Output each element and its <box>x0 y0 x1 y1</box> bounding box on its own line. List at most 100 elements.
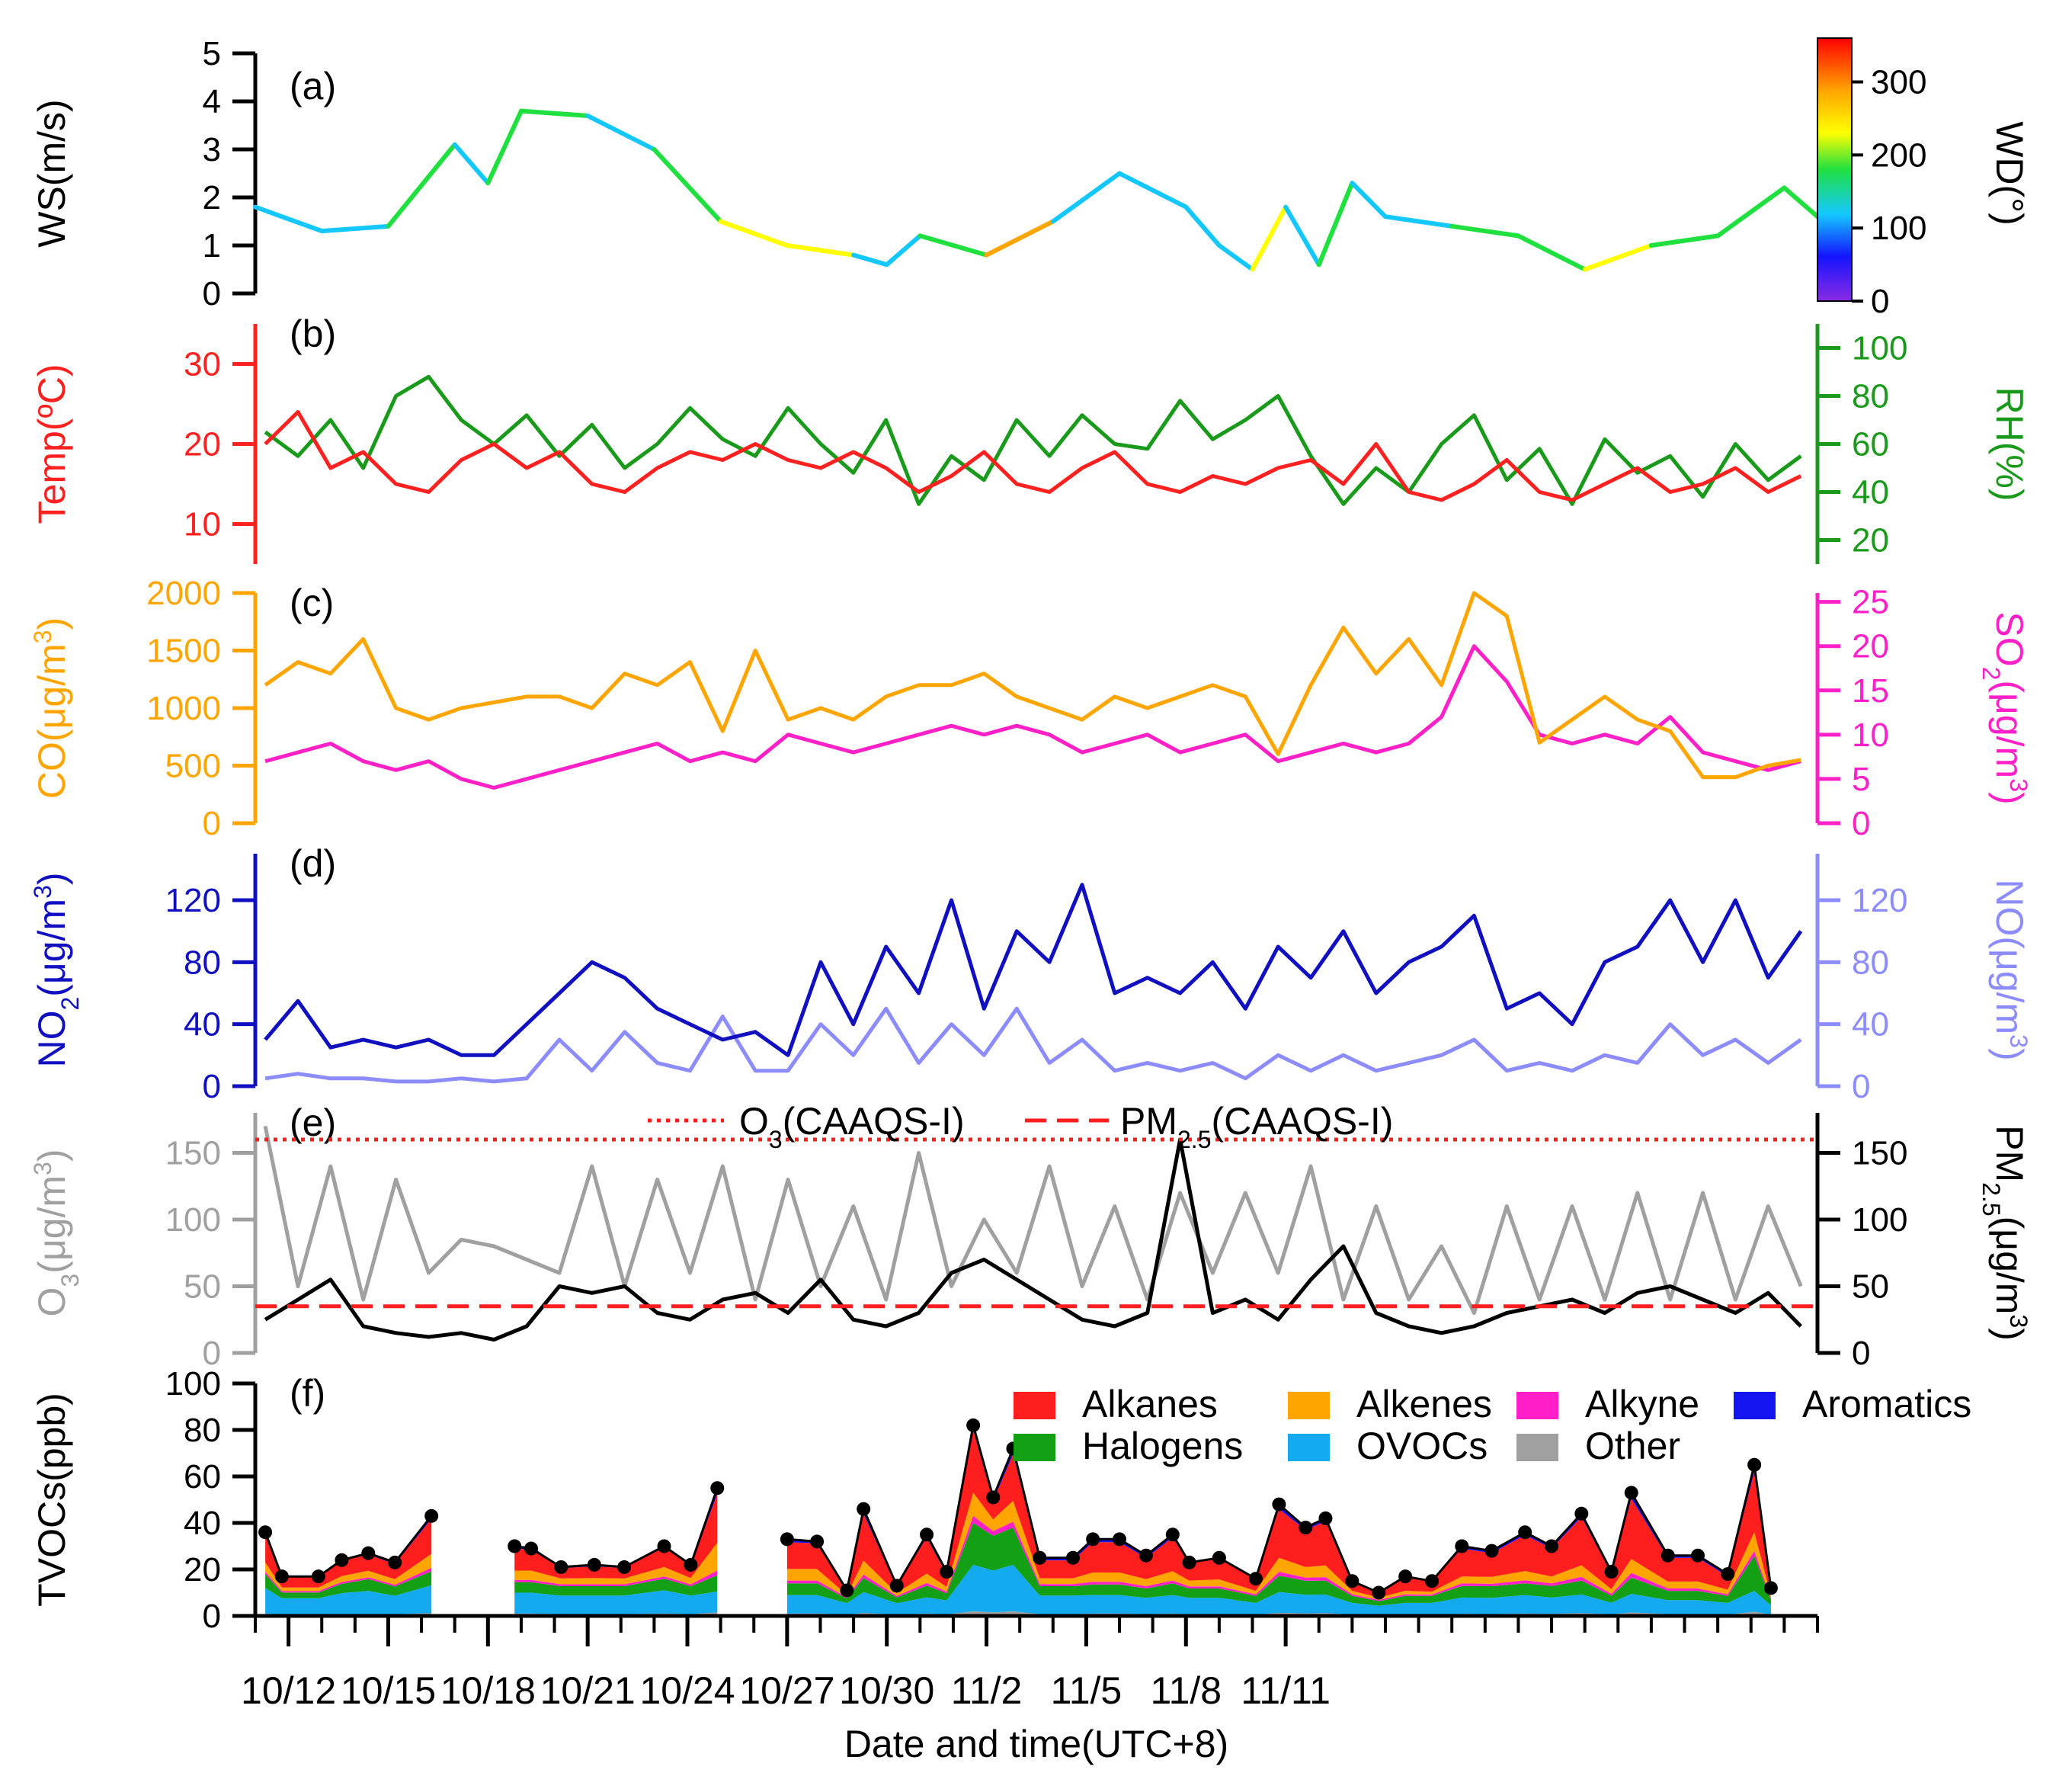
ws-segment <box>1715 185 1787 239</box>
total-point <box>1372 1585 1386 1600</box>
x-tick-label: 11/8 <box>1150 1669 1222 1712</box>
total-point <box>1604 1565 1619 1579</box>
total-point <box>840 1583 854 1598</box>
panel-letter: (d) <box>290 842 336 885</box>
tick-label: 25 <box>1852 584 1889 621</box>
tick-label: 50 <box>184 1268 221 1306</box>
x-tick-label: 10/21 <box>540 1669 636 1712</box>
ws-segment <box>386 142 457 229</box>
ws-segment <box>1382 214 1421 224</box>
x-tick-label: 10/30 <box>839 1669 934 1712</box>
x-tick-label: 10/12 <box>241 1669 336 1712</box>
x-tick-label: 10/27 <box>739 1669 834 1712</box>
area-ovocs <box>786 1564 1771 1615</box>
panel-letter: (e) <box>290 1101 336 1144</box>
total-point <box>1484 1544 1499 1558</box>
left-axis-label: O3(μg/m3) <box>29 1149 84 1317</box>
colorbar-tick-label: 200 <box>1871 136 1926 174</box>
tick-label: 20 <box>184 426 221 463</box>
ws-segment <box>319 223 391 234</box>
x-tick-label: 10/15 <box>341 1669 436 1712</box>
ws-segment <box>1449 223 1521 239</box>
ws-segment <box>1216 243 1255 272</box>
legend: O3(CAAQS-I) PM2.5(CAAQS-I) <box>648 1100 1393 1153</box>
x-tick-label: 11/11 <box>1241 1669 1331 1712</box>
tick-label: 150 <box>1852 1135 1907 1172</box>
total-line <box>786 1425 1773 1595</box>
total-point <box>1248 1572 1263 1586</box>
tick-label: 150 <box>165 1135 221 1172</box>
total-point <box>1033 1550 1047 1565</box>
o3-line <box>263 1125 1803 1315</box>
tick-label: 120 <box>165 882 221 919</box>
total-point <box>889 1579 904 1593</box>
panel-e: 0 50 100 150 0 50 100 150 (e) O3(μg/m3) PM2.5(μg/m… <box>29 1100 2032 1372</box>
pm25-line <box>264 1137 1802 1342</box>
colorbar-tick-label: 300 <box>1871 64 1926 101</box>
left-series-line <box>264 883 1803 1057</box>
tick-label: 4 <box>203 83 221 120</box>
legend-swatch-alkanes <box>1014 1392 1055 1419</box>
area-alkenes <box>514 1542 718 1585</box>
total-point <box>1113 1532 1127 1547</box>
tick-label: 120 <box>1852 882 1907 919</box>
panel-letter: (b) <box>290 313 336 355</box>
area-halogens <box>514 1575 718 1596</box>
legend: Alkanes Alkenes Alkyne Aromatics Halogens OVO… <box>1014 1383 1971 1467</box>
legend-swatch-halogens <box>1014 1434 1055 1461</box>
tick-label: 20 <box>184 1551 221 1588</box>
ws-segment <box>851 252 889 268</box>
area-alkanes <box>514 1493 718 1579</box>
legend-swatch-alkyne <box>1516 1392 1558 1419</box>
tick-label: 0 <box>1852 1068 1870 1105</box>
total-point <box>311 1569 325 1584</box>
total-point <box>1660 1548 1675 1563</box>
total-point <box>554 1560 568 1574</box>
tick-label: 60 <box>184 1458 221 1495</box>
total-point <box>587 1557 601 1572</box>
total-point <box>810 1534 825 1549</box>
tick-label: 0 <box>1852 1335 1870 1372</box>
right-axis-label: RH(%) <box>1988 387 2031 502</box>
ws-segment <box>1283 204 1321 268</box>
tick-label: 0 <box>203 805 221 842</box>
tick-label: 80 <box>1852 944 1889 981</box>
total-point <box>966 1418 981 1432</box>
total-point <box>780 1532 794 1547</box>
panel-a: 0 1 2 3 4 5 (a) WS(m/s) 0 100 200 300 WD(°) <box>30 35 2031 320</box>
tick-label: 5 <box>203 35 221 72</box>
total-point <box>1455 1539 1469 1553</box>
total-point <box>1086 1532 1100 1547</box>
ws-segment <box>1416 219 1455 229</box>
tick-label: 100 <box>165 1201 221 1239</box>
legend-label-alkenes: Alkenes <box>1356 1383 1492 1425</box>
ws-segment <box>652 147 723 224</box>
ws-segment <box>884 233 923 268</box>
total-point <box>1065 1550 1080 1565</box>
ws-segment <box>1183 204 1222 248</box>
tick-label: 50 <box>1852 1268 1889 1306</box>
right-series-line <box>264 374 1802 506</box>
total-point <box>274 1569 289 1584</box>
legend-swatch-ovocs <box>1288 1434 1330 1461</box>
ws-segment <box>918 233 989 258</box>
x-axis-title: Date and time(UTC+8) <box>844 1723 1228 1765</box>
tick-label: 100 <box>165 1365 221 1403</box>
total-point <box>1721 1567 1735 1582</box>
ws-segment <box>518 108 591 118</box>
tick-label: 2000 <box>146 575 221 612</box>
ws-segment <box>1050 171 1122 224</box>
ws-segment <box>784 243 857 258</box>
right-axis-label: SO2(μg/m3) <box>1978 611 2032 804</box>
area-halogens <box>786 1523 1771 1606</box>
total-point <box>524 1541 539 1556</box>
tick-label: 10 <box>1852 716 1889 754</box>
tick-label: 80 <box>184 944 221 981</box>
area-alkenes <box>786 1492 1771 1600</box>
total-point <box>617 1560 632 1574</box>
area-ovocs <box>265 1585 432 1615</box>
right-axis-label: NO(μg/m3) <box>1988 879 2032 1060</box>
tick-label: 0 <box>203 1598 221 1635</box>
legend-pm25-label: PM2.5(CAAQS-I) <box>1120 1100 1393 1153</box>
